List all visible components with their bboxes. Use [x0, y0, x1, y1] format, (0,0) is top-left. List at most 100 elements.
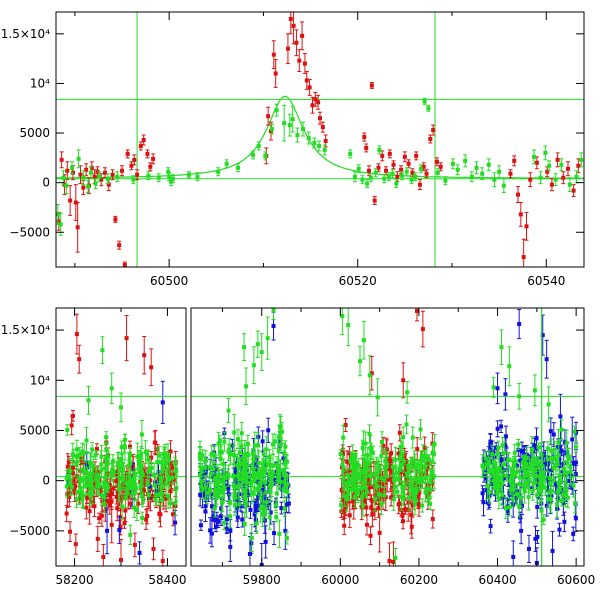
- top-point-1-6: [81, 170, 86, 186]
- top-point-0-35-marker: [271, 52, 276, 57]
- bottom-outlier-0-0-6-marker: [132, 542, 137, 547]
- bottom-outlier-0-1-0-marker: [105, 528, 110, 533]
- top-point-0-40-marker: [294, 40, 299, 45]
- bottom-outlier-1-1-2: [251, 346, 256, 385]
- bottom-point-1-1-183: [210, 461, 215, 475]
- bottom-point-2-0-89-marker: [404, 476, 409, 481]
- bottom-point-1-1-3-marker: [279, 429, 284, 434]
- bottom-outlier-0-2-2: [109, 372, 114, 405]
- bottom-point-0-2-145: [65, 424, 70, 436]
- bottom-point-2-0-79-marker: [388, 475, 393, 480]
- bottom-point-0-2-161: [156, 483, 161, 506]
- bottom-point-1-1-28-marker: [227, 447, 232, 452]
- bottom-point-1-1-171-marker: [267, 454, 272, 459]
- bottom-point-2-0-126-marker: [425, 465, 430, 470]
- bottom-point-0-2-1-marker: [84, 470, 89, 475]
- bottom-point-1-0-45-marker: [209, 531, 214, 536]
- top-point-1-75: [559, 158, 564, 172]
- top-point-1-12-marker: [115, 174, 120, 179]
- bottom-point-0-0-122-marker: [68, 529, 73, 534]
- bottom-outlier-0-0-2: [95, 525, 100, 552]
- bottom-point-0-2-49-marker: [140, 515, 145, 520]
- bottom-point-0-0-89-marker: [95, 470, 100, 475]
- bottom-point-0-0-18-marker: [85, 495, 90, 500]
- top-point-0-62-marker: [395, 174, 400, 179]
- top-point-0-88-marker: [571, 188, 576, 193]
- bottom-point-0-0-145-marker: [159, 472, 164, 477]
- bottom-point-0-2-143-marker: [117, 482, 122, 487]
- bottom-point-0-2-154: [74, 490, 79, 508]
- top-plot-area: [56, 12, 584, 267]
- bottom-point-1-1-159: [220, 493, 225, 512]
- bottom-point-0-2-88-marker: [111, 470, 116, 475]
- bottom-point-0-0-106-marker: [107, 483, 112, 488]
- top-point-0-88: [571, 184, 576, 198]
- top-point-0-20: [117, 240, 122, 250]
- bottom-point-0-0-35-marker: [119, 498, 124, 503]
- top-point-0-26-marker: [135, 172, 140, 177]
- bottom-point-0-2-92-marker: [120, 476, 125, 481]
- bottom-point-0-2-96-marker: [147, 469, 152, 474]
- top-point-1-5-marker: [76, 156, 81, 161]
- bottom-point-0-2-137-marker: [105, 461, 110, 466]
- bottom-cluster-1-series-1: [197, 308, 290, 553]
- bottom-point-0-0-122: [68, 521, 73, 543]
- top-point-0-22: [122, 261, 127, 267]
- bottom-point-1-1-188-marker: [258, 506, 263, 511]
- bottom-point-0-2-146-marker: [140, 472, 145, 477]
- bottom-outlier-0-2-3: [119, 392, 123, 423]
- top-point-0-45: [307, 78, 312, 96]
- bottom-point-1-1-39-marker: [217, 487, 222, 492]
- bottom-point-1-0-124-marker: [241, 491, 246, 496]
- bottom-point-2-0-118-marker: [347, 513, 352, 518]
- bottom-point-1-1-127-marker: [241, 472, 246, 477]
- bottom-point-1-0-121-marker: [284, 502, 289, 507]
- bottom-outlier-0-0-3: [101, 543, 106, 566]
- bottom-point-1-1-156-marker: [243, 496, 248, 501]
- bottom-point-0-2-167-marker: [132, 484, 137, 489]
- top-point-0-57-marker: [376, 165, 381, 170]
- top-point-0-28-marker: [141, 137, 146, 142]
- bottom-point-0-0-34-marker: [104, 498, 109, 503]
- bottom-point-2-0-119-marker: [376, 506, 381, 511]
- bottom-point-0-2-27-marker: [119, 457, 124, 462]
- bottom-point-0-2-82: [77, 447, 82, 463]
- bottom-point-0-2-121-marker: [132, 505, 137, 510]
- bottom-point-0-2-132: [135, 442, 140, 471]
- bottom-cluster-2-series-0: [339, 308, 435, 566]
- bottom-point-0-0-78-marker: [148, 478, 153, 483]
- bottom-point-2-0-82-marker: [391, 485, 396, 490]
- bottom-point-0-0-83-marker: [73, 483, 78, 488]
- bottom-point-0-2-152-marker: [70, 452, 75, 457]
- top-point-0-60: [387, 149, 392, 159]
- top-point-0-68: [417, 179, 422, 191]
- top-point-0-75-marker: [508, 171, 513, 176]
- top-point-0-78: [518, 202, 523, 227]
- bottom-outlier-1-0-3-marker: [263, 539, 268, 544]
- bottom-point-1-1-63-marker: [281, 487, 286, 492]
- bottom-point-0-0-133-marker: [164, 496, 169, 501]
- bottom-point-0-2-72-marker: [167, 458, 172, 463]
- bottom-point-2-0-68-marker: [430, 516, 435, 521]
- bottom-point-1-1-94-marker: [278, 468, 283, 473]
- bottom-point-1-1-59-marker: [263, 508, 268, 513]
- bottom-point-1-0-122-marker: [214, 517, 219, 522]
- bottom-point-0-2-129-marker: [125, 483, 130, 488]
- bottom-point-1-0-98-marker: [279, 506, 284, 511]
- top-point-0-81: [528, 172, 533, 188]
- top-point-0-66-marker: [410, 170, 415, 175]
- bottom-outlier-0-0-3-marker: [101, 554, 106, 559]
- bottom-point-0-2-95-marker: [110, 459, 115, 464]
- top-point-1-41-marker: [356, 166, 361, 171]
- bottom-point-2-0-34-marker: [397, 430, 402, 435]
- bottom-point-2-0-4-marker: [373, 493, 378, 498]
- bottom-outlier-1-1-7: [242, 333, 247, 362]
- top-point-1-11: [105, 173, 110, 185]
- top-point-0-82-marker: [534, 160, 539, 165]
- bottom-point-1-1-189: [203, 461, 208, 473]
- bottom-point-0-0-9-marker: [66, 460, 71, 465]
- bottom-point-1-0-18-marker: [235, 506, 240, 511]
- top-point-0-83-marker: [545, 169, 550, 174]
- bottom-point-0-2-70-marker: [165, 454, 170, 459]
- bottom-point-2-0-72-marker: [426, 461, 431, 466]
